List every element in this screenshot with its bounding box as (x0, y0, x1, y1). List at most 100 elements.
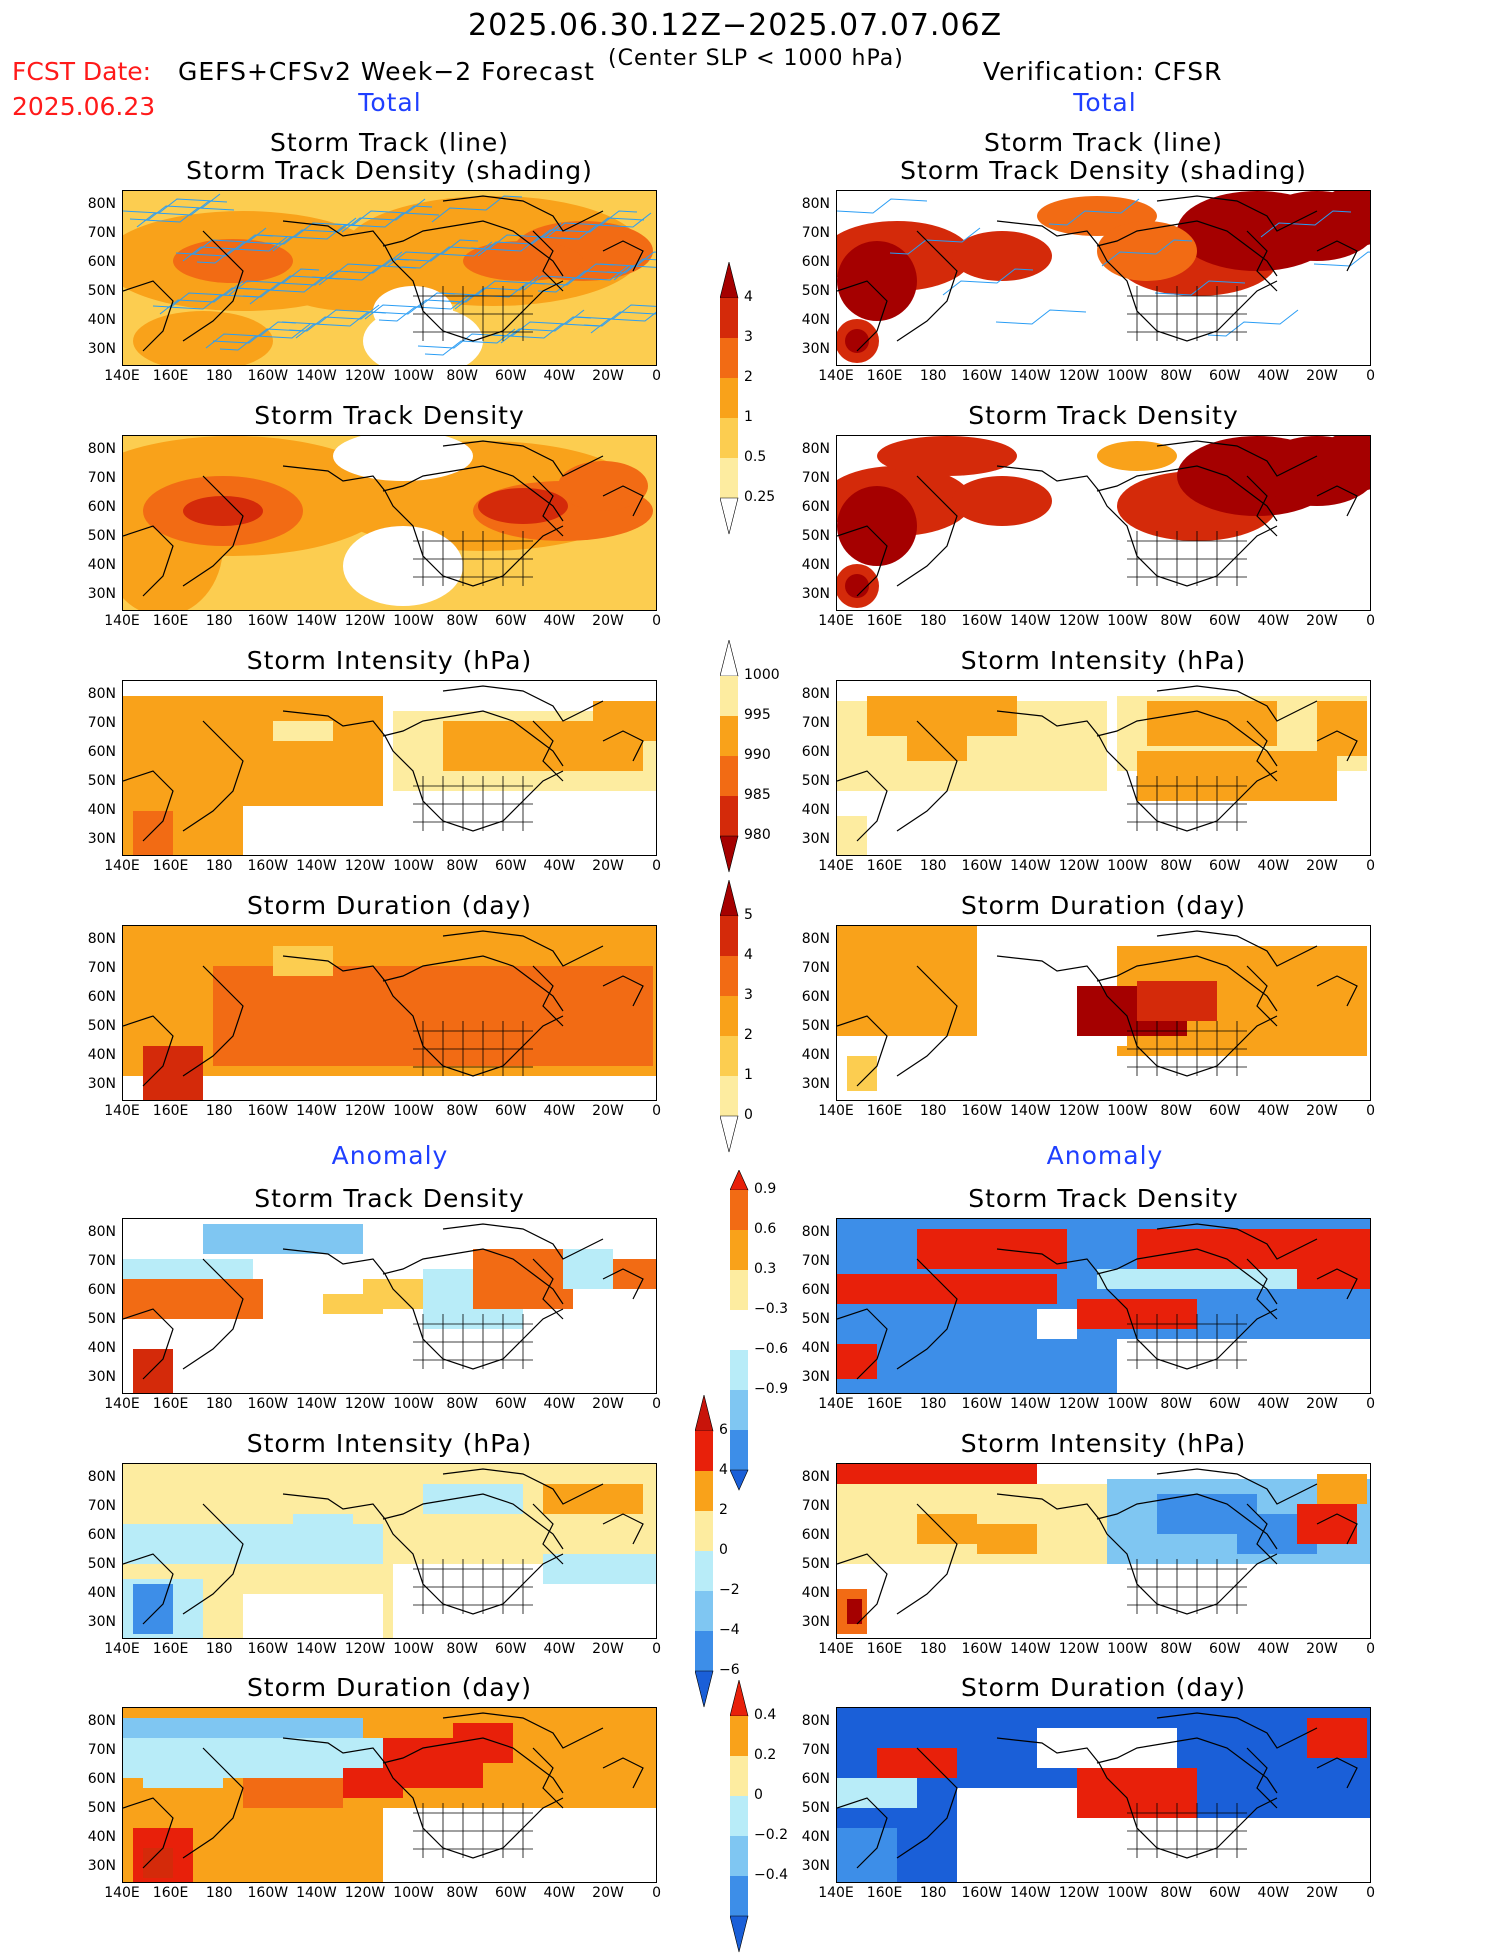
map-panel (836, 190, 1371, 366)
lat-label: 60N (87, 499, 116, 515)
lon-label: 60W (1208, 1396, 1241, 1412)
lat-label: 50N (87, 528, 116, 544)
lon-label: 160E (152, 1396, 189, 1412)
lat-label: 50N (801, 1556, 830, 1572)
lon-label: 40W (1257, 368, 1290, 384)
map-field (123, 436, 656, 610)
colorbar-label: 2 (719, 1502, 728, 1518)
lat-label: 60N (801, 1771, 830, 1787)
map-field (123, 1219, 656, 1393)
lon-label: 80W (1160, 613, 1193, 629)
colorbar-label: 0.9 (754, 1181, 777, 1197)
model-title: GEFS+CFSv2 Week−2 Forecast (178, 57, 595, 86)
lon-label: 40W (543, 858, 576, 874)
lon-label: 60W (494, 613, 527, 629)
lon-label: 160E (152, 613, 189, 629)
lon-label: 160W (961, 368, 1003, 384)
lon-label: 160W (961, 1396, 1003, 1412)
lon-label: 0 (1366, 1396, 1376, 1412)
lat-label: 50N (87, 1311, 116, 1327)
lon-label: 140E (104, 1641, 140, 1657)
lon-label: 180 (919, 613, 947, 629)
map-field (837, 1219, 1370, 1393)
lon-label: 180 (919, 1396, 947, 1412)
lat-label: 60N (801, 1527, 830, 1543)
lat-label: 80N (87, 196, 116, 212)
lon-label: 40W (543, 368, 576, 384)
colorbar-label: 5 (744, 907, 753, 923)
panel-title: Storm Track Density (254, 401, 525, 430)
map-field (123, 1708, 656, 1882)
lat-label: 70N (87, 960, 116, 976)
colorbar-label: 985 (744, 787, 771, 803)
lon-label: 20W (1306, 368, 1338, 384)
lon-label: 180 (205, 1641, 233, 1657)
lon-label: 20W (592, 1885, 624, 1901)
lon-label: 180 (919, 368, 947, 384)
lon-label: 60W (1208, 858, 1241, 874)
lon-label: 140W (1010, 1396, 1051, 1412)
lon-label: 20W (592, 1641, 624, 1657)
lat-label: 30N (801, 1614, 830, 1630)
lat-label: 70N (87, 1253, 116, 1269)
lon-label: 60W (494, 1641, 527, 1657)
colorbar-label: 0 (744, 1107, 753, 1123)
lat-label: 50N (801, 528, 830, 544)
lon-label: 20W (592, 613, 624, 629)
lat-label: 30N (87, 1614, 116, 1630)
lon-label: 100W (1107, 1396, 1148, 1412)
section-total-left: Total (358, 88, 422, 117)
map-field (123, 191, 656, 365)
lat-label: 60N (801, 499, 830, 515)
lat-label: 70N (87, 715, 116, 731)
lon-label: 60W (1208, 1103, 1241, 1119)
section-total-right: Total (1073, 88, 1137, 117)
lat-label: 70N (801, 1253, 830, 1269)
lat-label: 40N (801, 1585, 830, 1601)
colorbar-label: −6 (719, 1662, 740, 1678)
lon-label: 60W (1208, 613, 1241, 629)
lon-label: 40W (1257, 1641, 1290, 1657)
lat-label: 60N (801, 989, 830, 1005)
lat-label: 40N (87, 1340, 116, 1356)
lon-label: 160E (152, 858, 189, 874)
criterion-title: (Center SLP < 1000 hPa) (608, 46, 904, 71)
panel-title: Storm Track Density (shading) (900, 156, 1307, 185)
map-panel (836, 435, 1371, 611)
map-panel (122, 1463, 657, 1639)
lon-label: 180 (205, 858, 233, 874)
colorbar-label: −2 (719, 1582, 740, 1598)
lat-label: 40N (801, 557, 830, 573)
panel-title: Storm Track Density (968, 1184, 1239, 1213)
lon-label: 80W (1160, 1103, 1193, 1119)
lon-label: 80W (1160, 368, 1193, 384)
lon-label: 20W (592, 368, 624, 384)
panel-title: Storm Track (line) (983, 128, 1224, 157)
lat-label: 70N (87, 1498, 116, 1514)
lon-label: 160W (247, 368, 289, 384)
lon-label: 180 (919, 1885, 947, 1901)
lon-label: 140E (104, 1103, 140, 1119)
lat-label: 50N (801, 773, 830, 789)
lon-label: 0 (1366, 368, 1376, 384)
lon-label: 20W (592, 1103, 624, 1119)
panel-title: Storm Track (line) (269, 128, 510, 157)
map-panel (836, 925, 1371, 1101)
lon-label: 140W (1010, 1641, 1051, 1657)
lon-label: 60W (1208, 1641, 1241, 1657)
colorbar-label: 0 (719, 1542, 728, 1558)
colorbar-label: 0 (754, 1787, 763, 1803)
lon-label: 180 (205, 1103, 233, 1119)
lat-label: 80N (801, 931, 830, 947)
lat-label: 40N (801, 1340, 830, 1356)
lon-label: 40W (543, 613, 576, 629)
lon-label: 140W (296, 1396, 337, 1412)
lat-label: 50N (801, 283, 830, 299)
lon-label: 160W (247, 1885, 289, 1901)
verification-title: Verification: CFSR (983, 57, 1223, 86)
lon-label: 40W (1257, 1396, 1290, 1412)
lon-label: 100W (393, 1885, 434, 1901)
lon-label: 140E (818, 1885, 854, 1901)
lon-label: 0 (652, 1103, 662, 1119)
lon-label: 40W (1257, 858, 1290, 874)
